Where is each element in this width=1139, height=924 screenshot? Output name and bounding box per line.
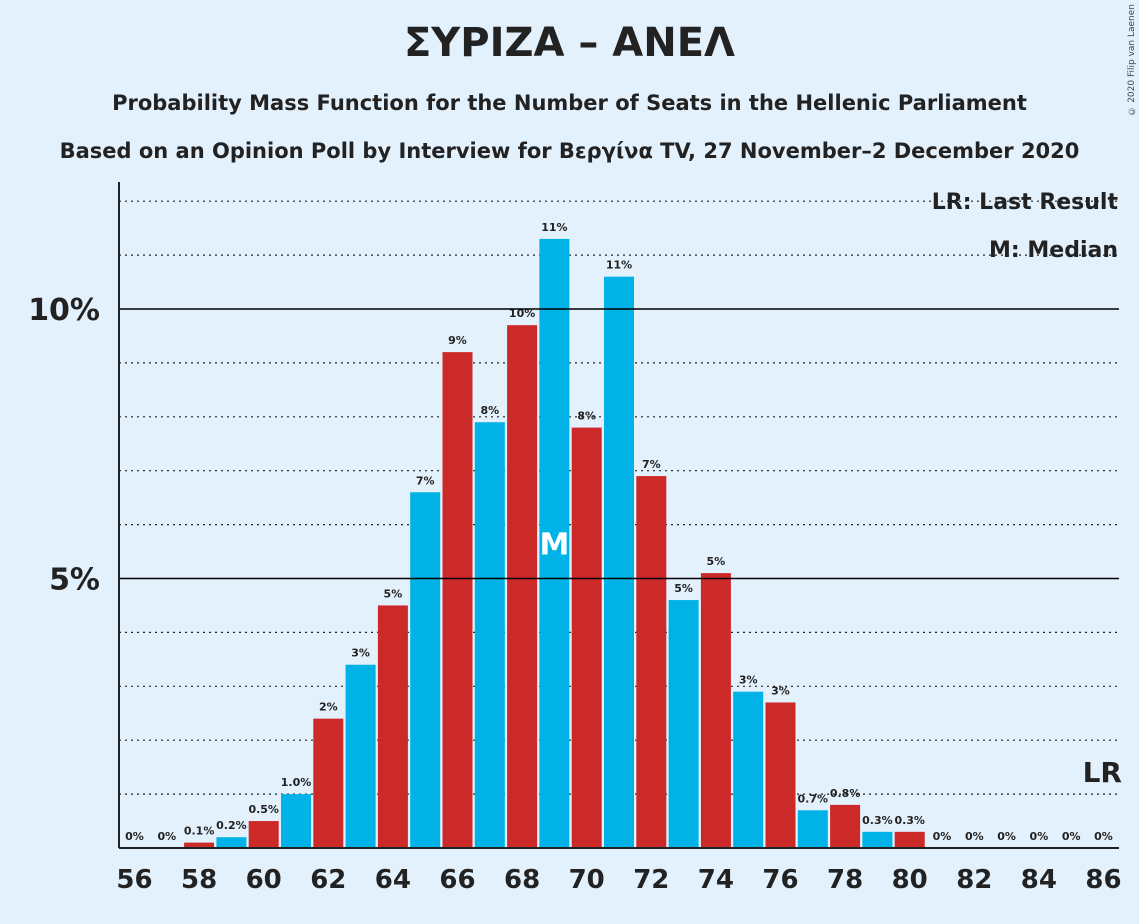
chart-title: ΣΥΡΙΖΑ – ΑΝΕΛ (403, 20, 735, 66)
bar-label-66: 9% (448, 334, 467, 347)
bar-seats-66 (442, 352, 473, 848)
median-marker: M (539, 527, 569, 562)
bar-label-60: 0.5% (248, 803, 279, 816)
bar-label-76: 3% (771, 684, 790, 697)
bar-label-67: 8% (480, 404, 499, 417)
bar-label-78: 0.8% (830, 787, 861, 800)
legend-last-result: LR: Last Result (932, 190, 1119, 215)
bar-seats-58 (184, 842, 215, 848)
bar-label-71: 11% (606, 259, 632, 272)
bar-seats-69 (539, 238, 570, 848)
x-tick-label-72: 72 (633, 865, 669, 895)
x-tick-label-74: 74 (698, 865, 734, 895)
bar-label-80: 0.3% (894, 814, 925, 827)
bar-label-59: 0.2% (216, 819, 247, 832)
x-tick-label-84: 84 (1021, 865, 1057, 895)
bar-seats-62 (313, 718, 344, 848)
legend-median: M: Median (989, 238, 1118, 263)
bar-label-81: 0% (933, 830, 952, 843)
x-tick-label-66: 66 (439, 865, 475, 895)
x-tick-label-64: 64 (375, 865, 411, 895)
bar-seats-63 (345, 664, 376, 848)
bar-seats-61 (281, 794, 311, 848)
x-tick-label-62: 62 (310, 865, 346, 895)
bar-label-63: 3% (351, 647, 370, 660)
last-result-marker: LR (1083, 756, 1122, 789)
bar-label-83: 0% (997, 830, 1016, 843)
x-tick-label-80: 80 (892, 865, 928, 895)
y-tick-label-10: 10% (28, 293, 100, 328)
x-tick-label-86: 86 (1085, 865, 1121, 895)
x-tick-label-58: 58 (181, 865, 217, 895)
bar-seats-60 (248, 821, 279, 848)
bar-label-70: 8% (577, 410, 596, 423)
bar-label-74: 5% (707, 555, 726, 568)
bar-label-58: 0.1% (184, 825, 215, 838)
bar-label-86: 0% (1094, 830, 1113, 843)
x-tick-label-60: 60 (246, 865, 282, 895)
bar-label-84: 0% (1030, 830, 1049, 843)
bar-label-75: 3% (739, 674, 758, 687)
bar-label-77: 0.7% (798, 792, 829, 805)
bar-seats-72 (636, 476, 667, 848)
bar-label-82: 0% (965, 830, 984, 843)
x-tick-label-68: 68 (504, 865, 540, 895)
bar-label-57: 0% (157, 830, 176, 843)
bar-label-72: 7% (642, 458, 661, 471)
bar-label-73: 5% (674, 582, 693, 595)
bar-label-68: 10% (509, 307, 535, 320)
bar-seats-75 (733, 691, 764, 848)
bar-seats-76 (765, 702, 796, 848)
bar-seats-80 (894, 831, 925, 848)
bar-label-85: 0% (1062, 830, 1081, 843)
bar-seats-64 (377, 605, 408, 848)
bar-label-65: 7% (416, 474, 435, 487)
bar-label-56: 0% (125, 830, 144, 843)
bar-label-61: 1.0% (281, 776, 312, 789)
bar-seats-79 (862, 831, 893, 848)
bar-label-79: 0.3% (862, 814, 893, 827)
bar-seats-71 (604, 276, 634, 848)
y-tick-label-5: 5% (49, 563, 100, 598)
bar-label-64: 5% (384, 587, 403, 600)
x-tick-label-70: 70 (569, 865, 605, 895)
chart-subtitle-poll: Based on an Opinion Poll by Interview fo… (59, 139, 1080, 163)
chart-subtitle: Probability Mass Function for the Number… (112, 91, 1027, 115)
x-tick-label-56: 56 (116, 865, 152, 895)
x-tick-label-76: 76 (762, 865, 798, 895)
bar-seats-67 (474, 422, 505, 848)
bar-seats-70 (571, 427, 602, 848)
bar-seats-77 (797, 810, 828, 848)
bar-seats-68 (507, 325, 538, 848)
bar-seats-59 (216, 837, 247, 848)
bar-label-62: 2% (319, 701, 338, 714)
bar-seats-73 (668, 600, 699, 848)
bar-seats-78 (830, 804, 861, 848)
x-tick-label-82: 82 (956, 865, 992, 895)
x-tick-label-78: 78 (827, 865, 863, 895)
bar-seats-65 (410, 492, 441, 848)
bar-seats-74 (700, 573, 731, 848)
bar-label-69: 11% (541, 221, 567, 234)
